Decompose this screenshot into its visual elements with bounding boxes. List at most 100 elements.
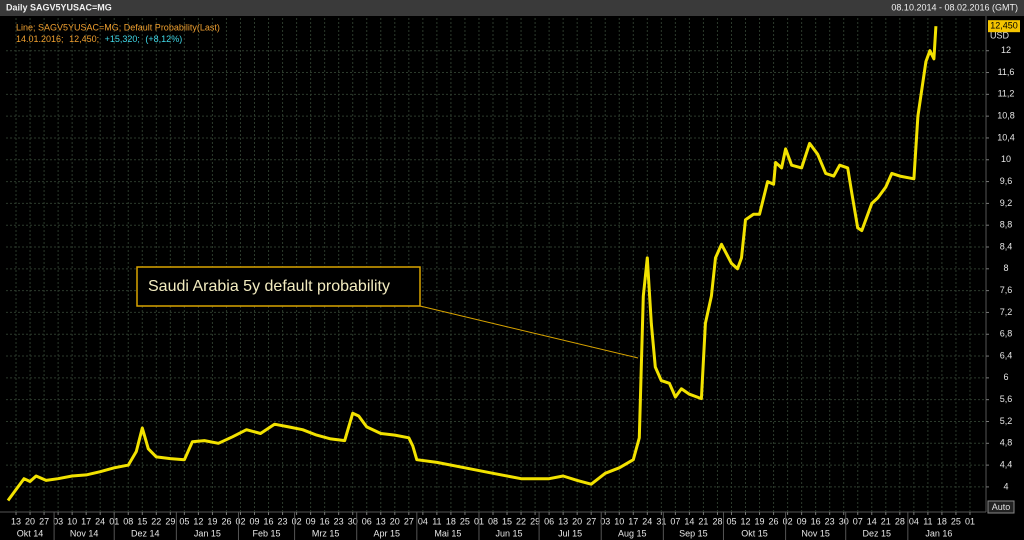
x-tick-label: 16 xyxy=(811,516,821,526)
x-tick-label: 21 xyxy=(881,516,891,526)
x-tick-label: 05 xyxy=(179,516,189,526)
x-tick-label: 14 xyxy=(867,516,877,526)
legend-line: Line; SAGV5YUSAC=MG; Default Probability… xyxy=(16,22,220,32)
x-tick-label: 04 xyxy=(909,516,919,526)
x-tick-label: 20 xyxy=(390,516,400,526)
y-tick-label: 6 xyxy=(1003,372,1008,382)
x-tick-label: 16 xyxy=(320,516,330,526)
month-label: Jan 15 xyxy=(194,528,221,538)
x-tick-label: 19 xyxy=(755,516,765,526)
x-tick-label: 09 xyxy=(306,516,316,526)
line-series xyxy=(6,26,938,502)
x-tick-label: 06 xyxy=(362,516,372,526)
x-tick-label: 30 xyxy=(839,516,849,526)
month-label: Mai 15 xyxy=(434,528,461,538)
x-tick-label: 21 xyxy=(698,516,708,526)
x-tick-label: 24 xyxy=(95,516,105,526)
month-label: Jul 15 xyxy=(558,528,582,538)
x-tick-label: 03 xyxy=(53,516,63,526)
x-tick-label: 13 xyxy=(11,516,21,526)
month-label: Apr 15 xyxy=(374,528,401,538)
x-tick-label: 09 xyxy=(250,516,260,526)
month-label: Dez 15 xyxy=(863,528,892,538)
legend-change: +15,320; xyxy=(105,34,140,44)
annotation-box xyxy=(136,266,421,307)
y-tick-label: 4,4 xyxy=(1000,459,1013,469)
x-tick-label: 03 xyxy=(600,516,610,526)
x-tick-label: 09 xyxy=(797,516,807,526)
y-tick-label: 4,8 xyxy=(1000,438,1013,448)
x-tick-label: 01 xyxy=(965,516,975,526)
unit-label: USD xyxy=(990,30,1010,40)
x-tick-label: 14 xyxy=(684,516,694,526)
x-tick-label: 27 xyxy=(586,516,596,526)
month-label: Mrz 15 xyxy=(312,528,340,538)
x-tick-label: 29 xyxy=(165,516,175,526)
y-axis-area xyxy=(986,16,1024,512)
x-tick-label: 24 xyxy=(642,516,652,526)
x-tick-label: 02 xyxy=(235,516,245,526)
x-tick-label: 23 xyxy=(334,516,344,526)
x-tick-label: 27 xyxy=(39,516,49,526)
auto-button[interactable] xyxy=(987,500,1015,514)
x-tick-label: 07 xyxy=(670,516,680,526)
x-tick-label: 05 xyxy=(726,516,736,526)
x-tick-label: 18 xyxy=(446,516,456,526)
month-label: Jun 15 xyxy=(496,528,523,538)
month-label: Nov 15 xyxy=(801,528,830,538)
y-tick-label: 4 xyxy=(1003,481,1008,491)
annotation-pointer xyxy=(419,305,639,359)
legend-value: 12,450; xyxy=(69,34,99,44)
x-tick-label: 25 xyxy=(951,516,961,526)
x-tick-label: 28 xyxy=(895,516,905,526)
x-tick-label: 22 xyxy=(151,516,161,526)
x-tick-label: 16 xyxy=(264,516,274,526)
x-tick-label: 31 xyxy=(656,516,666,526)
x-tick-label: 28 xyxy=(712,516,722,526)
annotation-text: Saudi Arabia 5y default probability xyxy=(148,278,390,295)
x-tick-label: 11 xyxy=(923,516,932,526)
x-tick-label: 23 xyxy=(278,516,288,526)
x-tick-label: 26 xyxy=(769,516,779,526)
y-tick-label: 5,6 xyxy=(1000,394,1013,404)
last-value-label: 12,450 xyxy=(990,21,1018,31)
y-tick-label: 10,8 xyxy=(997,111,1015,121)
x-tick-label: 10 xyxy=(67,516,77,526)
x-tick-label: 02 xyxy=(292,516,302,526)
x-tick-label: 08 xyxy=(488,516,498,526)
y-tick-label: 9,2 xyxy=(1000,198,1013,208)
x-tick-label: 13 xyxy=(376,516,386,526)
month-label: Jan 16 xyxy=(925,528,952,538)
auto-button-label[interactable]: Auto xyxy=(992,502,1011,512)
x-tick-label: 29 xyxy=(530,516,540,526)
y-tick-label: 6,4 xyxy=(1000,350,1013,360)
month-label: Nov 14 xyxy=(70,528,99,538)
x-tick-label: 17 xyxy=(628,516,638,526)
last-value-box xyxy=(988,20,1020,33)
x-tick-label: 04 xyxy=(418,516,428,526)
x-tick-label: 15 xyxy=(502,516,512,526)
x-tick-label: 06 xyxy=(544,516,554,526)
y-tick-label: 10,4 xyxy=(997,132,1015,142)
x-tick-label: 12 xyxy=(193,516,203,526)
month-label: Sep 15 xyxy=(679,528,708,538)
y-tick-label: 11,2 xyxy=(998,89,1015,99)
y-tick-label: 5,2 xyxy=(1000,416,1013,426)
y-tick-label: 7,2 xyxy=(1000,307,1013,317)
x-tick-label: 30 xyxy=(348,516,358,526)
x-tick-label: 07 xyxy=(853,516,863,526)
x-tick-label: 11 xyxy=(432,516,441,526)
x-tick-label: 20 xyxy=(25,516,35,526)
y-tick-label: 6,8 xyxy=(1000,329,1013,339)
month-label: Okt 14 xyxy=(17,528,44,538)
y-tick-label: 8,8 xyxy=(1000,220,1013,230)
x-tick-label: 26 xyxy=(221,516,231,526)
x-tick-label: 15 xyxy=(137,516,147,526)
header-title: Daily SAGV5YUSAC=MG xyxy=(6,2,112,12)
y-tick-label: 12 xyxy=(1001,45,1011,55)
month-label: Aug 15 xyxy=(618,528,647,538)
x-tick-label: 10 xyxy=(614,516,624,526)
y-tick-label: 10 xyxy=(1001,154,1011,164)
legend-percent: (+8,12%) xyxy=(145,34,182,44)
